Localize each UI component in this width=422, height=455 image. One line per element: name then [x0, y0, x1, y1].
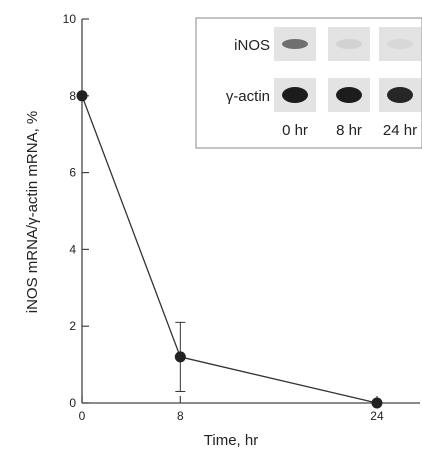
blot-inset: iNOS γ-actin 0 hr 8 hr 24 hr: [195, 17, 422, 149]
y-axis-title: iNOS mRNA/γ-actin mRNA, %: [24, 111, 41, 314]
inset-row-label-inos: iNOS: [234, 37, 270, 54]
blot-band: [336, 39, 362, 49]
blot-band: [387, 39, 413, 49]
blot-band: [282, 39, 308, 49]
x-tick-label: 24: [370, 409, 384, 423]
x-tick-label: 0: [79, 409, 86, 423]
data-point: [76, 90, 88, 102]
blot-band: [282, 87, 308, 103]
y-tick-label: 8: [69, 89, 76, 103]
inset-lane-label-8hr: 8 hr: [336, 122, 362, 139]
y-tick-label: 10: [63, 12, 77, 26]
x-axis-title: Time, hr: [204, 432, 258, 449]
y-tick-label: 2: [69, 319, 76, 333]
blot-cell: [379, 27, 421, 61]
data-series: [76, 90, 383, 409]
blot-cell: [328, 27, 370, 61]
inset-row-label-gamma-actin: γ-actin: [226, 88, 270, 105]
y-tick-label: 4: [69, 242, 76, 256]
y-tick-label: 0: [69, 396, 76, 410]
inset-lane-label-24hr: 24 hr: [383, 122, 417, 139]
x-tick-label: 8: [177, 409, 184, 423]
data-point: [174, 351, 186, 363]
inset-cells: [274, 27, 421, 112]
blot-band: [387, 87, 413, 103]
inset-lane-label-0hr: 0 hr: [282, 122, 308, 139]
blot-band: [336, 87, 362, 103]
y-tick-label: 6: [69, 166, 76, 180]
data-point: [371, 397, 383, 409]
